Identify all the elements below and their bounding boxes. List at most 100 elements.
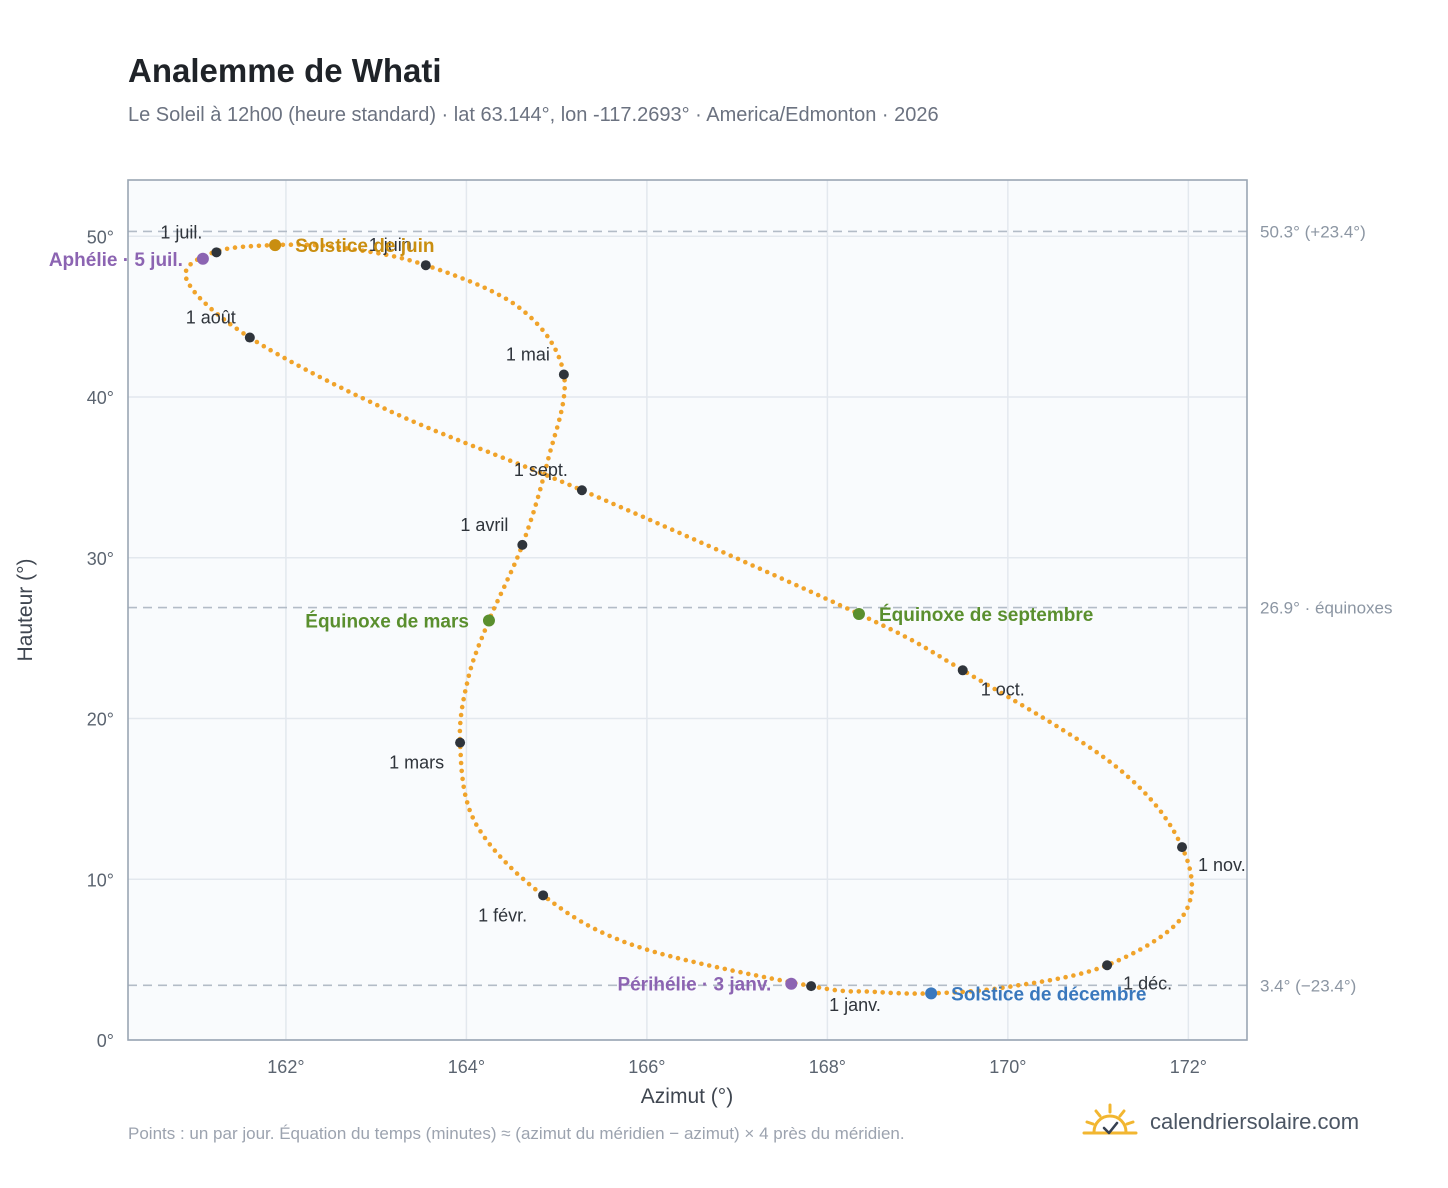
daily-sun-point bbox=[888, 990, 893, 996]
daily-sun-point bbox=[936, 990, 941, 996]
daily-sun-point bbox=[992, 686, 997, 692]
daily-sun-point bbox=[721, 550, 726, 555]
daily-sun-point bbox=[968, 989, 973, 994]
daily-sun-point bbox=[951, 662, 956, 667]
daily-sun-point bbox=[552, 432, 558, 438]
daily-sun-point bbox=[984, 987, 989, 993]
daily-sun-point bbox=[618, 504, 624, 510]
daily-sun-point bbox=[714, 964, 720, 970]
daily-sun-point bbox=[502, 584, 507, 589]
daily-sun-point bbox=[560, 401, 566, 407]
daily-sun-point bbox=[556, 354, 562, 360]
month-marker bbox=[517, 539, 528, 550]
daily-sun-point bbox=[479, 635, 485, 641]
daily-sun-point bbox=[514, 871, 520, 876]
daily-sun-point bbox=[464, 800, 470, 805]
daily-sun-point bbox=[389, 409, 395, 415]
daily-sun-point bbox=[331, 382, 337, 387]
daily-sun-point bbox=[699, 961, 704, 967]
daily-sun-point bbox=[830, 599, 836, 605]
daily-sun-point bbox=[777, 977, 782, 983]
daily-sun-point bbox=[1171, 829, 1177, 835]
daily-sun-point bbox=[999, 690, 1004, 696]
daily-sun-point bbox=[677, 530, 682, 536]
daily-sun-point bbox=[310, 371, 316, 376]
daily-sun-point bbox=[902, 634, 908, 639]
daily-sun-point bbox=[537, 470, 543, 475]
daily-sun-point bbox=[596, 495, 602, 500]
month-label: 1 juin bbox=[369, 235, 412, 255]
daily-sun-point bbox=[512, 562, 517, 568]
month-marker bbox=[244, 332, 255, 343]
daily-sun-point bbox=[713, 546, 719, 552]
daily-sun-point bbox=[607, 933, 612, 939]
daily-sun-point bbox=[462, 689, 468, 694]
daily-sun-point bbox=[1113, 764, 1119, 769]
x-tick-label: 168° bbox=[809, 1057, 846, 1077]
daily-sun-point bbox=[228, 321, 233, 327]
daily-sun-point bbox=[1019, 703, 1025, 708]
month-marker bbox=[420, 260, 431, 271]
daily-sun-point bbox=[221, 317, 227, 322]
daily-sun-point bbox=[492, 848, 498, 853]
event-marker bbox=[785, 977, 798, 990]
daily-sun-point bbox=[1060, 727, 1066, 733]
daily-sun-point bbox=[464, 681, 470, 686]
daily-sun-point bbox=[916, 641, 922, 647]
daily-sun-point bbox=[644, 947, 650, 952]
daily-sun-point bbox=[1013, 698, 1018, 704]
daily-sun-point bbox=[920, 991, 925, 996]
daily-sun-point bbox=[209, 306, 214, 312]
daily-sun-point bbox=[475, 282, 480, 287]
daily-sun-point bbox=[391, 254, 397, 259]
daily-sun-point bbox=[629, 942, 635, 947]
daily-sun-point bbox=[786, 579, 792, 585]
daily-sun-point bbox=[383, 252, 389, 258]
daily-sun-point bbox=[540, 327, 545, 333]
daily-sun-point bbox=[971, 674, 977, 680]
daily-sun-point bbox=[706, 543, 711, 549]
daily-sun-point bbox=[468, 665, 474, 671]
chart-title: Analemme de Whati bbox=[128, 52, 442, 89]
y-tick-label: 20° bbox=[87, 710, 114, 730]
event-marker bbox=[269, 239, 282, 252]
daily-sun-point bbox=[234, 326, 240, 332]
daily-sun-point bbox=[433, 428, 439, 434]
daily-sun-point bbox=[522, 464, 528, 469]
daily-sun-point bbox=[872, 989, 878, 995]
y-tick-label: 30° bbox=[87, 549, 114, 569]
daily-sun-point bbox=[352, 247, 358, 252]
daily-sun-point bbox=[515, 555, 520, 560]
daily-sun-point bbox=[535, 494, 541, 500]
x-tick-label: 170° bbox=[989, 1057, 1026, 1077]
brand[interactable]: calendriersolaire.com bbox=[1082, 1102, 1359, 1142]
daily-sun-point bbox=[873, 619, 879, 625]
daily-sun-point bbox=[254, 339, 260, 345]
daily-sun-point bbox=[1148, 797, 1154, 802]
daily-sun-point bbox=[430, 265, 435, 270]
daily-sun-point bbox=[458, 712, 464, 718]
daily-sun-point bbox=[706, 963, 712, 968]
daily-sun-point bbox=[545, 473, 550, 478]
daily-sun-point bbox=[264, 243, 270, 248]
daily-sun-point bbox=[772, 573, 777, 578]
sun-logo-icon bbox=[1082, 1103, 1138, 1135]
daily-sun-point bbox=[1153, 803, 1159, 808]
daily-sun-point bbox=[647, 517, 653, 523]
daily-sun-point bbox=[458, 752, 464, 758]
daily-sun-point bbox=[881, 623, 886, 628]
daily-sun-point bbox=[552, 901, 557, 907]
event-marker bbox=[482, 614, 495, 627]
daily-sun-point bbox=[296, 363, 301, 369]
month-label: 1 juil. bbox=[160, 222, 202, 242]
daily-sun-point bbox=[611, 501, 616, 507]
daily-sun-point bbox=[1131, 950, 1136, 956]
daily-sun-point bbox=[1185, 858, 1190, 864]
daily-sun-point bbox=[837, 602, 843, 608]
daily-sun-point bbox=[553, 347, 558, 353]
daily-sun-point bbox=[1138, 947, 1143, 952]
daily-sun-point bbox=[240, 244, 246, 250]
x-tick-label: 162° bbox=[267, 1057, 304, 1077]
daily-sun-point bbox=[1158, 809, 1164, 815]
daily-sun-point bbox=[509, 865, 514, 871]
